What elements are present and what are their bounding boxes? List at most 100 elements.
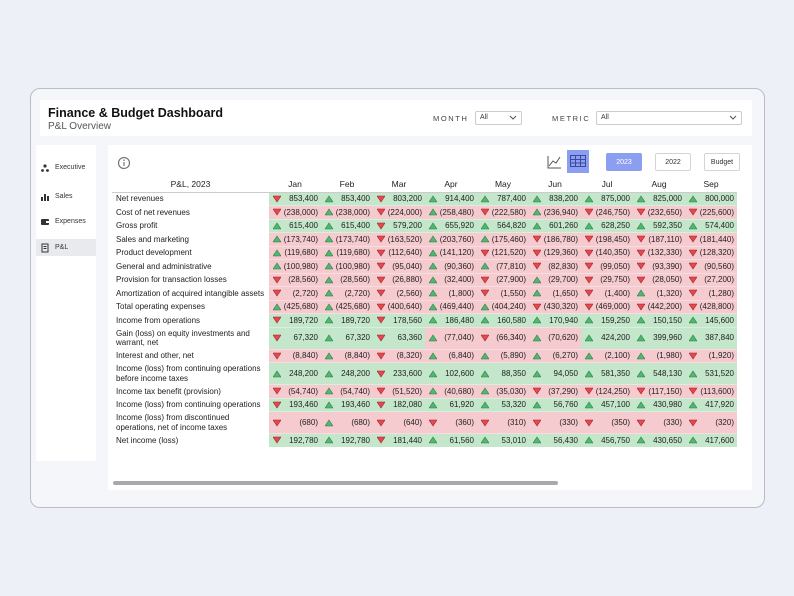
value-cell: (66,340) — [477, 327, 529, 350]
cell-content: (112,640) — [377, 248, 422, 258]
trend-arrow — [325, 262, 333, 270]
arrow-shape — [481, 352, 489, 360]
cell-content: (1,320) — [637, 289, 682, 299]
trend-arrow — [273, 387, 281, 395]
dropdown[interactable]: All — [596, 111, 742, 125]
year-button[interactable]: Budget — [704, 153, 740, 171]
arrow-shape — [273, 316, 281, 324]
arrow-shape — [377, 316, 385, 324]
trend-arrow — [325, 289, 333, 297]
cell-content: (246,750) — [585, 208, 630, 218]
trend-arrow — [533, 387, 541, 395]
trend-arrow — [273, 369, 281, 378]
cell-content: (8,840) — [325, 351, 370, 361]
nav-item[interactable]: Executive — [36, 159, 96, 176]
value-cell: (640) — [373, 411, 425, 434]
trend-arrow — [429, 235, 437, 243]
cell-content: (428,800) — [689, 302, 734, 312]
cell-value: 53,320 — [501, 400, 526, 409]
value-cell: (186,780) — [529, 232, 581, 247]
cell-value: 457,100 — [601, 400, 630, 409]
arrow-shape — [585, 369, 593, 377]
trend-arrow — [689, 249, 697, 257]
cell-value: 159,250 — [601, 315, 630, 325]
info-icon[interactable] — [117, 156, 131, 170]
cell-value: 63,360 — [397, 333, 422, 343]
cell-content: (40,680) — [429, 387, 474, 397]
value-cell: 655,920 — [425, 219, 477, 233]
cell-content: 803,200 — [377, 194, 422, 204]
arrow-shape — [585, 401, 593, 409]
trend-arrow — [273, 289, 281, 297]
value-cell: 579,200 — [373, 219, 425, 233]
arrow-shape — [481, 419, 489, 427]
cell-value: (246,750) — [595, 207, 630, 217]
trend-arrow — [637, 387, 645, 395]
scrollbar[interactable] — [113, 481, 558, 485]
cell-content: 189,720 — [273, 316, 318, 326]
cell-value: (8,320) — [396, 351, 422, 360]
cell-content: 417,600 — [689, 436, 734, 446]
arrow-shape — [481, 208, 489, 216]
value-cell: (100,980) — [321, 259, 373, 274]
trend-arrow — [377, 316, 385, 324]
nav-label: Expenses — [55, 218, 86, 225]
cell-value: (119,680) — [284, 248, 318, 257]
nav-item[interactable]: Sales — [36, 188, 96, 205]
year-button[interactable]: 2023 — [606, 153, 642, 171]
cell-value: (1,550) — [500, 288, 526, 298]
value-cell: (1,650) — [529, 286, 581, 301]
cell-value: (238,000) — [335, 207, 370, 217]
cell-content: 787,400 — [481, 194, 526, 204]
value-cell: 170,940 — [529, 313, 581, 328]
cell-value: 193,460 — [289, 400, 318, 409]
arrow-shape — [377, 387, 385, 395]
cell-value: (129,360) — [543, 248, 578, 257]
arrow-shape — [377, 303, 385, 311]
cell-value: (54,740) — [288, 386, 318, 396]
dropdown-value: All — [601, 114, 609, 121]
arrow-shape — [377, 249, 385, 257]
trend-arrow — [533, 249, 541, 257]
table-view-button[interactable] — [567, 150, 589, 173]
cell-content: 601,260 — [533, 221, 578, 231]
cell-value: (181,440) — [699, 234, 734, 244]
trend-arrow — [585, 289, 593, 297]
trend-arrow — [585, 334, 593, 342]
cell-value: (28,050) — [652, 275, 682, 284]
trend-arrow — [273, 436, 281, 444]
row-label: Cost of net revenues — [116, 207, 190, 217]
value-cell: (428,800) — [685, 300, 737, 314]
cell-content: (32,400) — [429, 275, 474, 285]
trend-arrow — [585, 401, 593, 409]
nav-item[interactable]: Expenses — [36, 213, 96, 230]
arrow-shape — [377, 235, 385, 243]
arrow-shape — [585, 235, 593, 243]
cell-content: (2,560) — [377, 289, 422, 299]
year-button[interactable]: 2022 — [655, 153, 691, 171]
arrow-shape — [585, 289, 593, 297]
cell-value: (428,800) — [699, 302, 734, 311]
header-row: P&L, 2023 Jan Feb Mar Apr May Jun Jul Aug Sep — [112, 176, 737, 193]
trend-arrow — [481, 369, 489, 378]
value-cell: (112,640) — [373, 246, 425, 260]
value-cell: (140,350) — [581, 246, 633, 260]
trend-arrow — [273, 195, 281, 203]
arrow-shape — [325, 316, 333, 324]
cell-value: 456,750 — [601, 435, 630, 445]
value-cell: (70,620) — [529, 327, 581, 350]
value-cell: (117,150) — [633, 384, 685, 399]
dropdown[interactable]: All — [475, 111, 522, 125]
arrow-shape — [585, 208, 593, 216]
cell-content: (198,450) — [585, 235, 630, 245]
arrow-shape — [585, 334, 593, 342]
value-cell: 186,480 — [425, 313, 477, 328]
cell-value: (6,840) — [448, 351, 474, 360]
line-chart-icon[interactable] — [546, 154, 562, 170]
trend-arrow — [585, 303, 593, 311]
cell-value: 56,760 — [553, 400, 578, 409]
cell-content: (26,880) — [377, 275, 422, 285]
cell-content: 192,780 — [273, 436, 318, 446]
nav-item[interactable]: P&L — [36, 239, 96, 256]
